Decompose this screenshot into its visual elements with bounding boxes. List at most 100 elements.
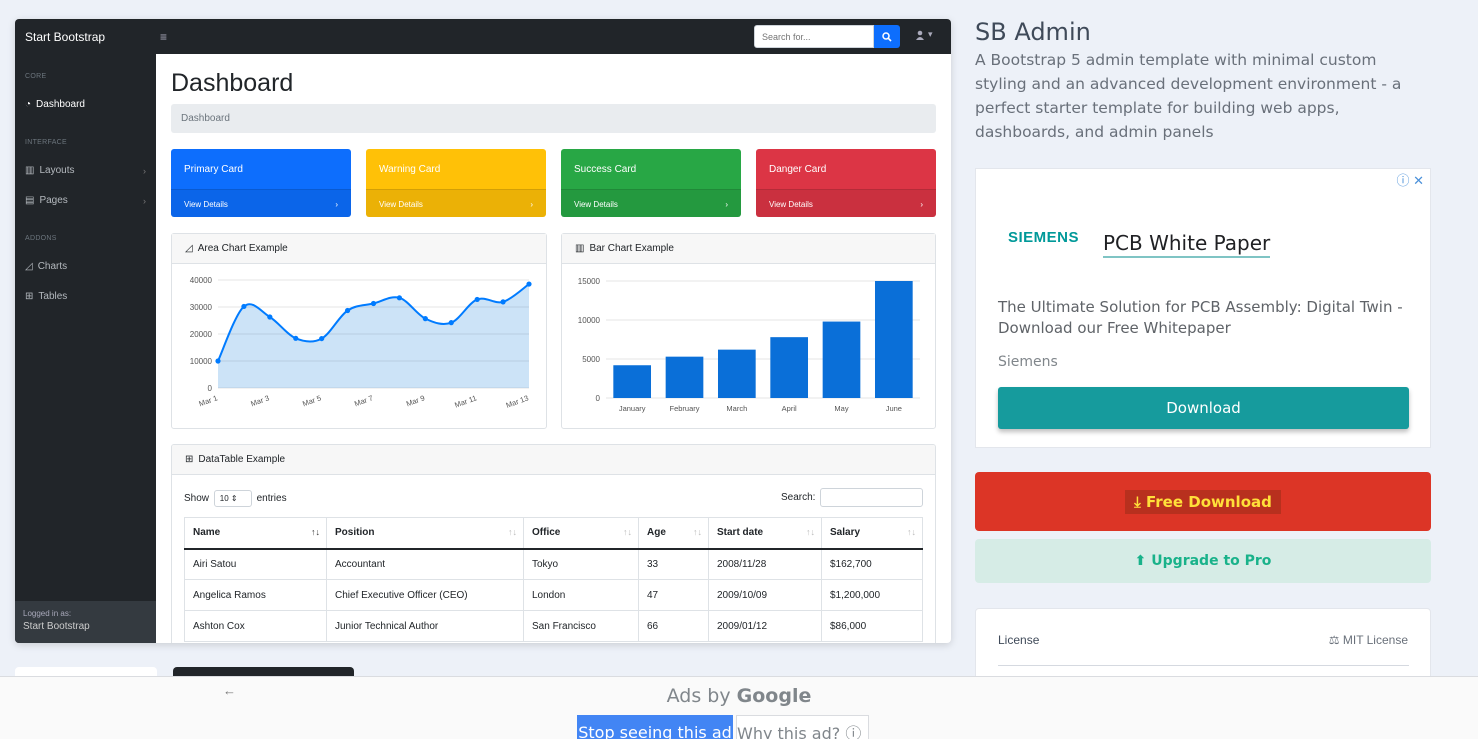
show-label: Show (184, 493, 210, 505)
data-point (267, 314, 273, 320)
column-header-position[interactable]: Position ↑↓ (326, 517, 524, 550)
sidebar-item-charts[interactable]: ◿ Charts (25, 261, 146, 272)
bars-icon: ≡ (160, 29, 168, 44)
data-point (344, 307, 351, 314)
page-title: Dashboard (171, 69, 294, 97)
x-tick-label: March (726, 404, 747, 413)
ad-download-button[interactable]: Download (998, 387, 1409, 429)
upgrade-label: Upgrade to Pro (1151, 553, 1272, 569)
data-point (396, 295, 403, 301)
logged-in-label: Logged in as: (23, 609, 72, 618)
view-details-link[interactable]: View Details (769, 200, 813, 209)
table-search-input[interactable] (820, 488, 924, 507)
x-tick-label: Mar 11 (453, 393, 478, 409)
area-chart-title: Area Chart Example (197, 243, 288, 254)
chevron-down-icon: ▾ (928, 29, 933, 39)
area-chart: 0 10000 20000 30000 40000 Mar 1 Mar 3 Mar 5 Mar … (190, 276, 532, 410)
chevron-right-icon: › (143, 195, 146, 206)
x-tick-label: Mar 5 (301, 393, 322, 408)
cell-salary: $86,000 (821, 610, 923, 642)
cell-office: Tokyo (523, 548, 639, 580)
datatable-panel: ⊞ DataTable Example Show 10 ⇕ entries Sea… (171, 444, 936, 643)
card-footer-link[interactable]: View Details › (756, 189, 936, 217)
bar (717, 349, 756, 398)
view-details-link[interactable]: View Details (574, 200, 618, 209)
table-icon: ⊞ (25, 291, 34, 302)
sidebar-item-layouts[interactable]: ▥ Layouts › (25, 165, 146, 176)
column-header-start-date[interactable]: Start date ↑↓ (708, 517, 822, 550)
sidebar-item-label: Layouts (39, 165, 75, 176)
bar (874, 281, 913, 398)
view-details-link[interactable]: View Details (184, 200, 228, 209)
google-logo: Google (736, 685, 812, 707)
why-this-ad-button[interactable]: Why this ad? ⓘ (736, 715, 869, 739)
column-label: Start date (717, 527, 764, 539)
panel-header: ◿ Area Chart Example (172, 234, 546, 264)
column-header-name[interactable]: Name ↑↓ (184, 517, 327, 550)
book-open-icon: ▤ (25, 195, 35, 206)
cell-start-date: 2008/11/28 (708, 548, 822, 580)
license-label: License (998, 633, 1040, 647)
cell-position: Chief Executive Officer (CEO) (326, 579, 524, 611)
cell-name: Ashton Cox (184, 610, 327, 642)
sidebar-item-pages[interactable]: ▤ Pages › (25, 195, 146, 206)
panel-header: ▥ Bar Chart Example (562, 234, 935, 264)
y-tick-label: 15000 (578, 277, 601, 286)
entries-select[interactable]: 10 ⇕ (213, 490, 252, 507)
ad-choices-icon[interactable]: ⓘ ✕ (1396, 173, 1424, 188)
sort-asc-icon: ↑↓ (311, 527, 320, 537)
card-footer-link[interactable]: View Details › (366, 189, 546, 217)
download-icon: ⤓ (1134, 492, 1146, 511)
y-tick-label: 30000 (190, 303, 213, 312)
ad-headline[interactable]: PCB White Paper (1103, 231, 1271, 258)
sidebar-item-tables[interactable]: ⊞ Tables (25, 291, 146, 302)
search-icon (882, 31, 892, 42)
advertisement[interactable]: ⓘ ✕ SIEMENS PCB White Paper The Ultimate… (975, 168, 1431, 448)
sidebar-item-label: Dashboard (36, 99, 85, 110)
upgrade-pro-button[interactable]: ⬆ Upgrade to Pro (975, 539, 1431, 583)
navbar-brand[interactable]: Start Bootstrap (25, 29, 106, 44)
sort-icon: ↑↓ (623, 527, 632, 537)
card-title: Primary Card (184, 164, 243, 175)
x-tick-label: Mar 13 (505, 393, 530, 409)
navbar-search (754, 25, 900, 48)
x-tick-label: February (669, 404, 699, 413)
view-details-link[interactable]: View Details (379, 200, 423, 209)
table-row: Ashton Cox Junior Technical Author San F… (184, 610, 923, 642)
stop-seeing-ad-button[interactable]: Stop seeing this ad (577, 715, 733, 739)
cell-age: 66 (638, 610, 709, 642)
ad-advertiser: Siemens (998, 354, 1058, 370)
entries-value: 10 (219, 494, 229, 503)
cell-office: San Francisco (523, 610, 639, 642)
template-preview: Start Bootstrap ≡ ▾ Core ◔ Dashboard Inte… (15, 19, 951, 643)
sidebar-toggle-button[interactable]: ≡ (160, 30, 167, 44)
column-header-salary[interactable]: Salary ↑↓ (821, 517, 923, 550)
cell-salary: $162,700 (821, 548, 923, 580)
card-footer-link[interactable]: View Details › (561, 189, 741, 217)
sidebar-item-label: Tables (38, 291, 68, 302)
sort-icon: ↑↓ (806, 527, 815, 537)
card-title: Danger Card (769, 164, 827, 175)
back-arrow-icon[interactable]: ← (223, 683, 236, 698)
cell-start-date: 2009/01/12 (708, 610, 822, 642)
x-tick-label: April (782, 404, 797, 413)
column-header-office[interactable]: Office ↑↓ (523, 517, 639, 550)
bar (613, 365, 652, 398)
sidebar: Core ◔ Dashboard Interface ▥ Layouts › ▤ Pag… (15, 54, 156, 643)
search-button[interactable] (874, 25, 900, 48)
column-header-age[interactable]: Age ↑↓ (638, 517, 709, 550)
sidebar-item-dashboard[interactable]: ◔ Dashboard (25, 99, 146, 110)
arrow-up-circle-icon: ⬆ (1134, 553, 1147, 569)
sidebar-footer: Logged in as: Start Bootstrap (15, 601, 156, 643)
user-dropdown[interactable]: ▾ (915, 29, 933, 40)
ads-by-label: Ads by (666, 685, 731, 707)
y-tick-label: 10000 (190, 357, 213, 366)
card-footer-link[interactable]: View Details › (171, 189, 351, 217)
divider (998, 665, 1409, 666)
advertiser-logo[interactable]: SIEMENS (1008, 229, 1080, 246)
license-value-text: MIT License (1342, 633, 1408, 647)
card-title: Warning Card (379, 164, 441, 175)
top-navbar: Start Bootstrap ≡ ▾ (15, 19, 951, 54)
search-input[interactable] (754, 25, 874, 48)
free-download-button[interactable]: ⤓ Free Download (975, 472, 1431, 531)
